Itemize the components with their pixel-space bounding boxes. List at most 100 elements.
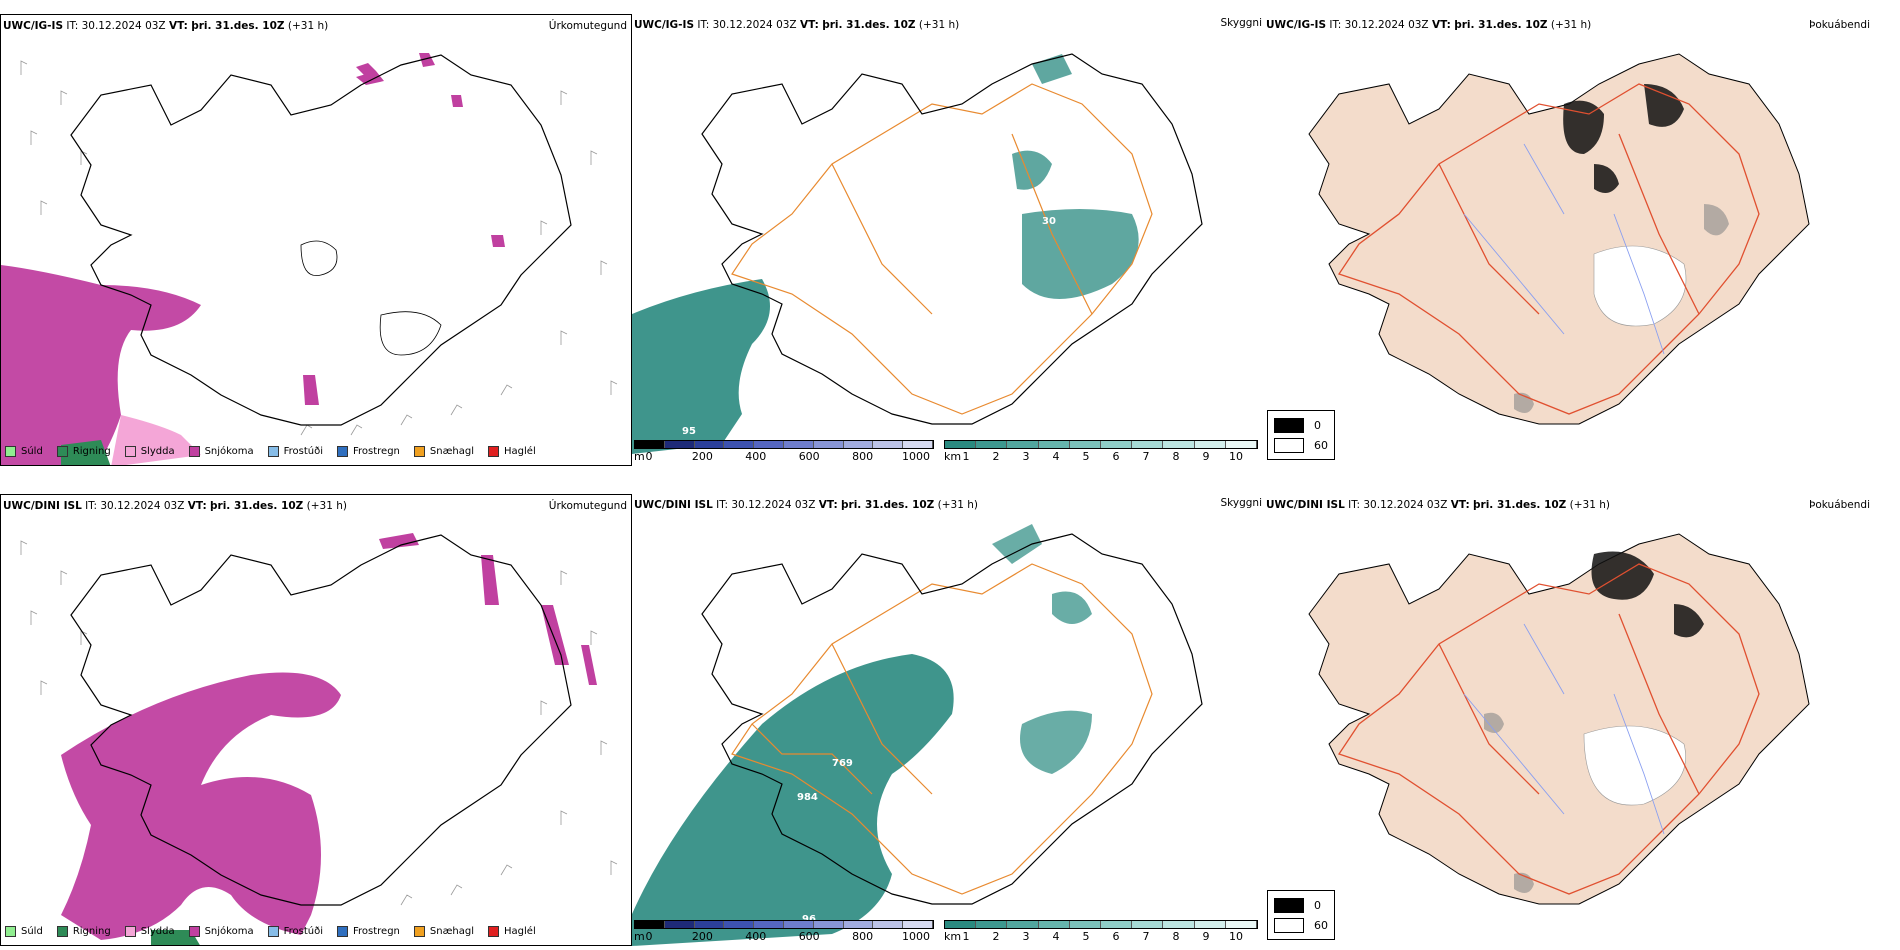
low-visibility-sw [632, 279, 770, 454]
legend-item-freezing-drizzle: Frostúði [267, 926, 323, 937]
colorbar-segment [1038, 921, 1070, 928]
rain-area [61, 440, 111, 465]
colorbar-tick-label: 8 [1172, 450, 1180, 463]
precip-type-panel-row1: UWC/IG-IS IT: 30.12.2024 03Z VT: þri. 31… [0, 14, 632, 466]
panel-title: Þokuábendi [1809, 499, 1870, 511]
colorbar-tick-label: 600 [798, 930, 820, 943]
colorbar-segment [945, 921, 977, 928]
colorbar-segment [635, 441, 665, 448]
visibility-colorbar: km 1 2 3 4 5 6 7 8 9 10 [944, 440, 1258, 463]
colorbar-segment [976, 441, 1008, 448]
colorbar-tick-label: 4 [1052, 450, 1060, 463]
height-label: 327 [937, 866, 958, 877]
colorbar-segment [664, 441, 695, 448]
colorbar-segment [1101, 921, 1133, 928]
colorbar-tick-label: 7 [1142, 450, 1150, 463]
panel-header: UWC/DINI ISL IT: 30.12.2024 03Z VT: þri.… [634, 499, 978, 511]
legend-item-snow: Snjókoma [188, 926, 254, 937]
fog-grey-patches [1514, 204, 1729, 413]
fog-legend-item: 0 [1274, 415, 1328, 435]
panel-title: Skyggni [1220, 497, 1263, 509]
sleet-area [111, 415, 201, 465]
colorbar-tick-label: 600 [798, 450, 820, 463]
colorbar-tick-label: 1 [962, 930, 970, 943]
precip-map [20, 533, 618, 945]
colorbar-segment [903, 441, 933, 448]
legend-item-snow-pellets: Snæhagl [413, 926, 474, 937]
colorbar-segment [903, 921, 933, 928]
snow-area-south [303, 235, 505, 405]
fog-clear-area [1593, 245, 1687, 327]
panel-header: UWC/DINI ISL IT: 30.12.2024 03Z VT: þri.… [3, 500, 347, 512]
legend-item-snow-pellets: Snæhagl [413, 446, 474, 457]
glacier-outline [300, 240, 442, 356]
legend-item-freezing-drizzle: Frostúði [267, 446, 323, 457]
fog-map [1308, 533, 1810, 905]
colorbar-tick-label: 1000 [902, 930, 930, 943]
panel-title: Úrkomutegund [548, 500, 627, 512]
iceland-outline [70, 534, 572, 906]
legend-item-rain: Rigning [56, 446, 111, 457]
roads [731, 563, 1153, 895]
iceland-outline [70, 54, 572, 426]
colorbar-tick-label: 0 [645, 450, 653, 463]
height-label: 331 [932, 386, 953, 397]
visibility-map: 742 30 95 331 [632, 53, 1203, 454]
colorbar-segment [813, 441, 844, 448]
fog-legend-row2: 0 60 [1267, 890, 1335, 940]
fog-legend-item: 0 [1274, 895, 1328, 915]
iceland-land [1308, 53, 1810, 425]
colorbar-segment [813, 921, 844, 928]
colorbar-tick-label: 2 [992, 450, 1000, 463]
colorbar-segment [1007, 921, 1039, 928]
colorbar-tick-label: 200 [691, 930, 713, 943]
precip-legend: Súld Rigning Slydda Snjókoma Frostúði Fr… [5, 446, 550, 457]
snow-area-west [1, 265, 201, 465]
roads [1337, 563, 1760, 895]
colorbar-tick-label: 6 [1112, 450, 1120, 463]
height-label: 769 [832, 758, 853, 769]
precip-type-panel-row2: UWC/DINI ISL IT: 30.12.2024 03Z VT: þri.… [0, 494, 632, 946]
visibility-panel-row2: UWC/DINI ISL IT: 30.12.2024 03Z VT: þri.… [632, 494, 1264, 946]
legend-item-rain: Rigning [56, 926, 111, 937]
colorbar-segment [694, 921, 725, 928]
colorbar-segment [1069, 921, 1102, 928]
fog-indicator-panel-row2: UWC/DINI ISL IT: 30.12.2024 03Z VT: þri.… [1264, 494, 1900, 946]
low-visibility-east [992, 524, 1092, 774]
colorbar-tick-label: 6 [1112, 930, 1120, 943]
fog-legend-item: 60 [1274, 435, 1328, 455]
fog-map [1308, 53, 1810, 425]
colorbar-segment [783, 921, 814, 928]
panel-header: UWC/IG-IS IT: 30.12.2024 03Z VT: þri. 31… [634, 19, 960, 31]
low-visibility-east [1012, 54, 1139, 299]
colorbar-segment [1132, 441, 1164, 448]
panel-header: UWC/IG-IS IT: 30.12.2024 03Z VT: þri. 31… [3, 20, 329, 32]
legend-item-sleet: Slydda [124, 926, 175, 937]
colorbar-segment [724, 441, 755, 448]
visibility-panel-row1: UWC/IG-IS IT: 30.12.2024 03Z VT: þri. 31… [632, 14, 1264, 466]
visibility-unit: km [944, 450, 962, 463]
colorbar-segment [783, 441, 814, 448]
colorbar-tick-label: 8 [1172, 930, 1180, 943]
legend-item-freezing-rain: Frostregn [337, 926, 400, 937]
visibility-map: 769 984 327 96 835 [632, 524, 1203, 946]
colorbar-segment [945, 441, 977, 448]
snow-area-ne [356, 53, 463, 107]
colorbar-tick-label: 2 [992, 930, 1000, 943]
colorbar-segment [754, 921, 784, 928]
rain-area [151, 930, 200, 945]
colorbar-segment [1038, 441, 1070, 448]
iceland-land [1308, 533, 1810, 905]
snow-area-west [61, 672, 341, 940]
legend-item-hail: Haglél [488, 446, 536, 457]
panel-title: Úrkomutegund [548, 20, 627, 32]
colorbar-tick-label: 3 [1022, 450, 1030, 463]
colorbar-segment [1194, 921, 1226, 928]
colorbar-segment [1163, 921, 1195, 928]
colorbar-tick-label: 4 [1052, 930, 1060, 943]
fog-clear-area [1583, 725, 1686, 806]
panel-header: UWC/IG-IS IT: 30.12.2024 03Z VT: þri. 31… [1266, 19, 1592, 31]
panel-title: Skyggni [1220, 17, 1263, 29]
height-colorbar: m 0 200 400 600 800 1000 [634, 920, 934, 943]
legend-item-drizzle: Súld [5, 926, 43, 937]
